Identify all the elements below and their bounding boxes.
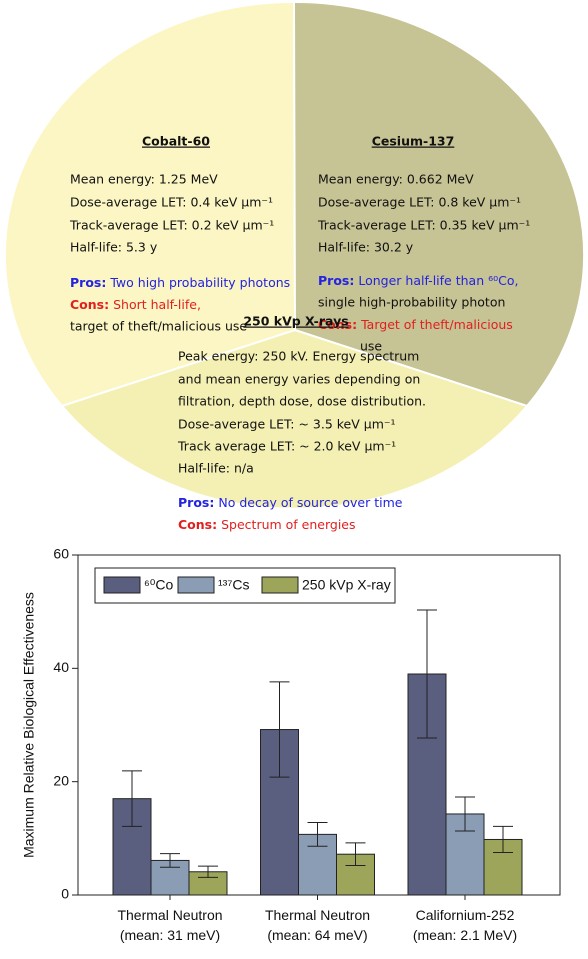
y-tick-label: 60: [53, 546, 69, 562]
cons-line: Cons: Target of theft/malicious: [318, 317, 513, 332]
cons-text: Spectrum of energies: [221, 517, 355, 532]
sector-line: Peak energy: 250 kV. Energy spectrum: [178, 349, 419, 364]
legend-swatch: [177, 576, 215, 594]
legend: ⁶⁰Co ¹³⁷Cs 250 kVp X-ray: [94, 567, 396, 604]
legend-swatch: [103, 576, 141, 594]
legend-swatch: [261, 576, 299, 594]
cons-line: Cons: Short half-life,: [70, 297, 201, 312]
pros-label: Pros:: [318, 273, 354, 288]
sector-line: Track-average LET: 0.2 keV μm⁻¹: [69, 218, 274, 233]
pros-text: Longer half-life than ⁶⁰Co,: [358, 273, 518, 288]
sector-line: Half-life: 5.3 y: [70, 240, 158, 255]
cons-label: Cons:: [70, 297, 109, 312]
cons-line: target of theft/malicious use: [70, 319, 247, 334]
legend-label: 250 kVp X-ray: [302, 577, 391, 593]
sector-line: Track-average LET: 0.35 keV μm⁻¹: [317, 218, 530, 233]
sector-line: Mean energy: 0.662 MeV: [318, 172, 474, 187]
y-tick-label: 20: [53, 772, 69, 788]
pros-text: No decay of source over time: [218, 495, 402, 510]
cons-line: use: [360, 339, 382, 354]
sector-title: Cesium-137: [372, 134, 455, 149]
sector-line: Dose-average LET: ~ 3.5 keV μm⁻¹: [178, 417, 396, 432]
sector-line: Mean energy: 1.25 MeV: [70, 172, 218, 187]
y-axis-label: Maximum Relative Biological Effectivenes…: [21, 592, 37, 858]
sector-title: Cobalt-60: [142, 134, 210, 149]
x-tick-label: Thermal Neutron (mean: 31 meV): [117, 907, 222, 943]
sector-title: 250 kVp X-rays: [243, 314, 348, 329]
cons-text: Short half-life,: [113, 297, 201, 312]
sector-line: Track average LET: ~ 2.0 keV μm⁻¹: [177, 439, 396, 454]
sector-line: and mean energy varies depending on: [178, 372, 420, 387]
legend-label: ¹³⁷Cs: [218, 577, 250, 593]
sector: [3, 0, 297, 408]
sector-line: Dose-average LET: 0.4 keV μm⁻¹: [70, 195, 273, 210]
pros-line: Pros: Longer half-life than ⁶⁰Co,: [318, 273, 518, 288]
sector: [292, 0, 586, 408]
pros-line: single high-probability photon: [318, 295, 505, 310]
y-tick-label: 40: [53, 659, 69, 675]
pros-line: Pros: Two high probability photons: [70, 275, 290, 290]
pros-label: Pros:: [70, 275, 106, 290]
y-tick-label: 0: [61, 886, 69, 902]
cons-text: Target of theft/malicious: [360, 317, 513, 332]
sector-line: Half-life: 30.2 y: [318, 240, 414, 255]
sector: [60, 328, 529, 510]
pros-label: Pros:: [178, 495, 214, 510]
pros-line: Pros: No decay of source over time: [178, 495, 403, 510]
x-tick-label: Californium-252 (mean: 2.1 MeV): [413, 907, 517, 943]
sector-line: Dose-average LET: 0.8 keV μm⁻¹: [318, 195, 521, 210]
cons-line: Cons: Spectrum of energies: [178, 517, 356, 532]
cons-label: Cons:: [318, 317, 357, 332]
cons-label: Cons:: [178, 517, 217, 532]
sector-line: filtration, depth dose, dose distributio…: [178, 394, 426, 409]
legend-box: [94, 567, 396, 604]
pros-text: Two high probability photons: [109, 275, 290, 290]
chart: 0 20 40 60 Maximum Relative Biological Effec…: [21, 546, 561, 943]
legend-label: ⁶⁰Co: [144, 577, 173, 593]
sector-line: Half-life: n/a: [178, 461, 254, 476]
x-tick-label: Thermal Neutron (mean: 64 meV): [265, 907, 370, 943]
